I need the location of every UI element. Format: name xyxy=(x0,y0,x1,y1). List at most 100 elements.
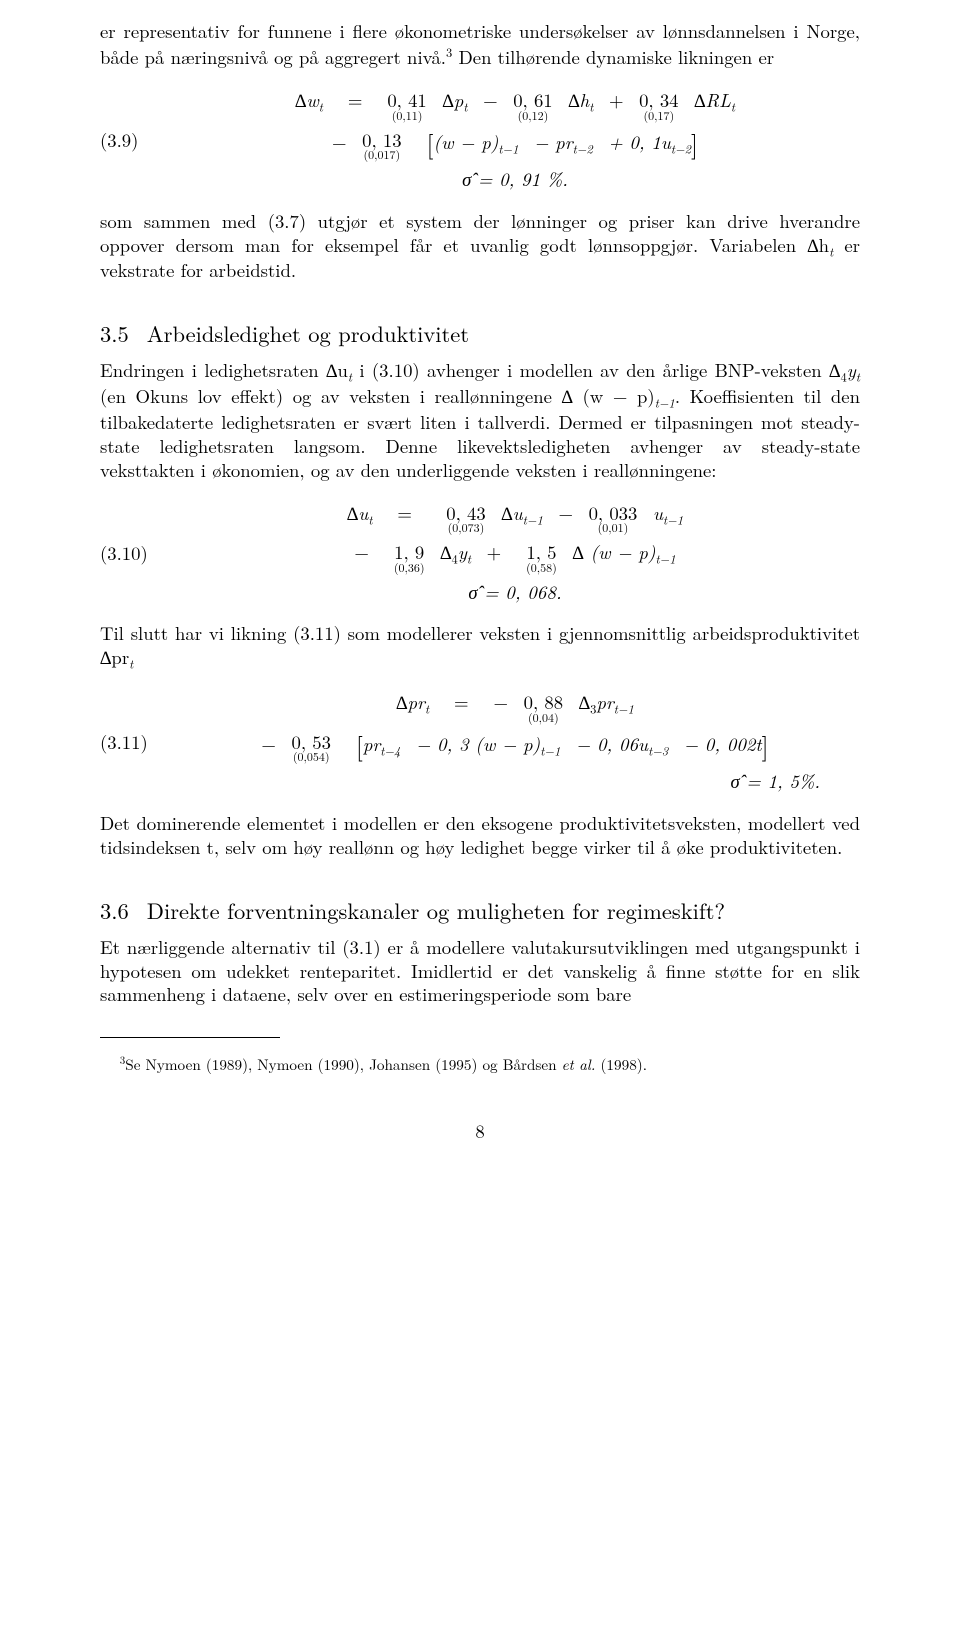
eq310-plus1: + xyxy=(487,539,502,565)
eq311-term2: 0, 53 (0,054) xyxy=(292,732,331,764)
eq39-lhs-sub: t xyxy=(319,98,323,116)
p-tilslutt-text: Til slutt har vi likning (3.11) som mode… xyxy=(100,620,860,670)
equation-3-9: (3.9) ∆wt = 0, 41 (0,11) ∆pt − 0, 61 (0,… xyxy=(100,88,860,192)
equation-body-3-9: ∆wt = 0, 41 (0,11) ∆pt − 0, 61 (0,12) ∆h… xyxy=(170,88,860,192)
section-3-6-heading: 3.6Direkte forventningskanaler og muligh… xyxy=(100,894,860,926)
eq39-minus2: − xyxy=(332,129,347,155)
eq311-inner-minus2: − 0, 06u xyxy=(576,731,648,757)
eq311-c1-tail-sub: t−1 xyxy=(614,700,634,718)
eq39-c3-tail-sub: t xyxy=(731,98,735,116)
eq310-c3-tail-ysub: t xyxy=(467,550,471,568)
footnote-rule xyxy=(100,1037,280,1038)
eq39-c1-se: (0,11) xyxy=(387,110,426,122)
eq311-inner3-sub: t−3 xyxy=(648,741,668,759)
eq310-c3-se: (0,36) xyxy=(394,562,425,574)
intro-paragraph: er representativ for funnene i flere øko… xyxy=(100,20,860,70)
eq311-inner1: pr xyxy=(363,731,380,757)
p-sommed: som sammen med (3.7) utgjør et system de… xyxy=(100,210,860,284)
eq39-c1-tail-sub: t xyxy=(463,98,467,116)
eq310-c2-tail-sub: t−1 xyxy=(663,510,683,528)
eq310-c3-tail-y: y xyxy=(458,539,467,565)
eq310-c4-se: (0,58) xyxy=(526,562,557,574)
eq310-c3-tail: ∆ xyxy=(440,539,451,565)
eq39-term2: 0, 61 (0,12) xyxy=(513,90,552,122)
eq311-inner1-sub: t−4 xyxy=(380,741,400,759)
eq39-inner-plus: + 0, 1u xyxy=(608,129,671,155)
section-3-6-number: 3.6 xyxy=(100,894,129,926)
equation-label-3-10: (3.10) xyxy=(100,540,170,566)
eq39-sigma: σ̂ = 0, 91 %. xyxy=(462,166,568,192)
eq39-inner1-sub: t−1 xyxy=(498,139,518,157)
eq311-c2-se: (0,054) xyxy=(292,751,331,763)
equation-3-11: (3.11) ∆prt = − 0, 88 (0,04) ∆3prt−1 − 0… xyxy=(100,690,860,794)
eq39-c2-tail-sub: t xyxy=(589,98,593,116)
eq310-sigma: σ̂ = 0, 068. xyxy=(468,579,561,605)
eq311-minus1: − xyxy=(493,689,508,715)
section-3-5-heading: 3.5 Arbeidsledighet og produktivitet xyxy=(100,317,860,349)
equation-label-3-9: (3.9) xyxy=(100,127,170,153)
eq311-c1-tail: ∆ xyxy=(579,689,590,715)
eq311-lhs-sub: t xyxy=(425,700,429,718)
page-number: 8 xyxy=(100,1118,860,1144)
equation-body-3-10: ∆ut = 0, 43 (0,073) ∆ut−1 − 0, 033 (0,01… xyxy=(170,501,860,605)
eq310-term1: 0, 43 (0,073) xyxy=(446,503,485,535)
eq310-eq: = xyxy=(397,500,412,526)
eq39-lhs: ∆w xyxy=(295,87,319,113)
eq311-inner-minus3: − 0, 002t xyxy=(684,731,762,757)
eq39-c2-tail: ∆h xyxy=(568,87,589,113)
p-sommed-text: som sammen med (3.7) utgjør et system de… xyxy=(100,208,860,258)
eq310-lhs: ∆u xyxy=(347,500,368,526)
footnote-text-b: (1998). xyxy=(595,1054,646,1075)
eq310-minus2: − xyxy=(354,539,369,565)
footnote-3: 3Se Nymoen (1989), Nymoen (1990), Johans… xyxy=(100,1054,860,1074)
eq39-c3-tail: ∆RL xyxy=(694,87,731,113)
eq311-sigma: σ̂ = 1, 5%. xyxy=(731,768,820,794)
eq39-term3: 0, 34 (0,17) xyxy=(639,90,678,122)
eq310-c1-se: (0,073) xyxy=(446,522,485,534)
eq39-plus1: + xyxy=(609,87,624,113)
eq311-minus2: − xyxy=(261,731,276,757)
p-36: Et nærliggende alternativ til (3.1) er å… xyxy=(100,936,860,1008)
eq311-c1-tail-pr: pr xyxy=(596,689,613,715)
eq310-lhs-sub: t xyxy=(368,510,372,528)
eq311-bracket-close: ] xyxy=(762,728,769,763)
eq311-c1-se: (0,04) xyxy=(524,712,563,724)
eq39-term4: 0, 13 (0,017) xyxy=(362,130,401,162)
p-dom: Det dominerende elementet i modellen er … xyxy=(100,812,860,860)
eq39-c4-se: (0,017) xyxy=(362,149,401,161)
eq39-inner2-sub: t−2 xyxy=(573,139,593,157)
eq39-inner1: (w − p) xyxy=(433,129,498,155)
section-3-5-title: Arbeidsledighet og produktivitet xyxy=(147,317,469,349)
eq310-c1-tail-sub: t−1 xyxy=(523,510,543,528)
eq311-lhs: ∆pr xyxy=(396,689,425,715)
p-35: Endringen i ledighetsraten ∆ut i (3.10) … xyxy=(100,359,860,482)
p35-text-a: Endringen i ledighetsraten ∆u xyxy=(100,357,348,383)
eq310-c4-tail: ∆ (w − p) xyxy=(572,539,655,565)
eq39-bracket-close: ] xyxy=(691,126,698,161)
equation-label-3-11: (3.11) xyxy=(100,729,170,755)
equation-3-10: (3.10) ∆ut = 0, 43 (0,073) ∆ut−1 − 0, 03… xyxy=(100,501,860,605)
intro-text-after: Den tilhørende dynamiske likningen er xyxy=(452,44,774,70)
eq39-eq: = xyxy=(348,87,363,113)
eq310-term2: 0, 033 (0,01) xyxy=(589,503,638,535)
eq310-term3: 1, 9 (0,36) xyxy=(394,542,425,574)
p-tilslutt-sub: t xyxy=(129,655,133,673)
eq39-inner3-sub: t−2 xyxy=(671,139,691,157)
footnote-etal: et al. xyxy=(562,1054,596,1075)
eq311-bracket-open: [ xyxy=(356,728,363,763)
p35-y: y xyxy=(847,357,856,383)
eq39-c2-se: (0,12) xyxy=(513,110,552,122)
eq39-term1: 0, 41 (0,11) xyxy=(387,90,426,122)
eq310-c4-tail-sub: t−1 xyxy=(655,550,675,568)
p35-text-c: (en Okuns lov effekt) og av veksten i re… xyxy=(100,383,655,409)
p35-text-b: i (3.10) avhenger i modellen av den årli… xyxy=(352,357,840,383)
eq310-c2-tail: u xyxy=(653,500,663,526)
eq39-c3-se: (0,17) xyxy=(639,110,678,122)
equation-body-3-11: ∆prt = − 0, 88 (0,04) ∆3prt−1 − 0, 53 (0… xyxy=(170,690,860,794)
eq310-term4: 1, 5 (0,58) xyxy=(526,542,557,574)
eq39-minus1: − xyxy=(483,87,498,113)
section-3-5-number: 3.5 xyxy=(100,317,129,349)
eq311-inner-minus1: − 0, 3 (w − p) xyxy=(416,731,540,757)
eq311-term1: 0, 88 (0,04) xyxy=(524,692,563,724)
eq311-inner2-sub: t−1 xyxy=(540,741,560,759)
